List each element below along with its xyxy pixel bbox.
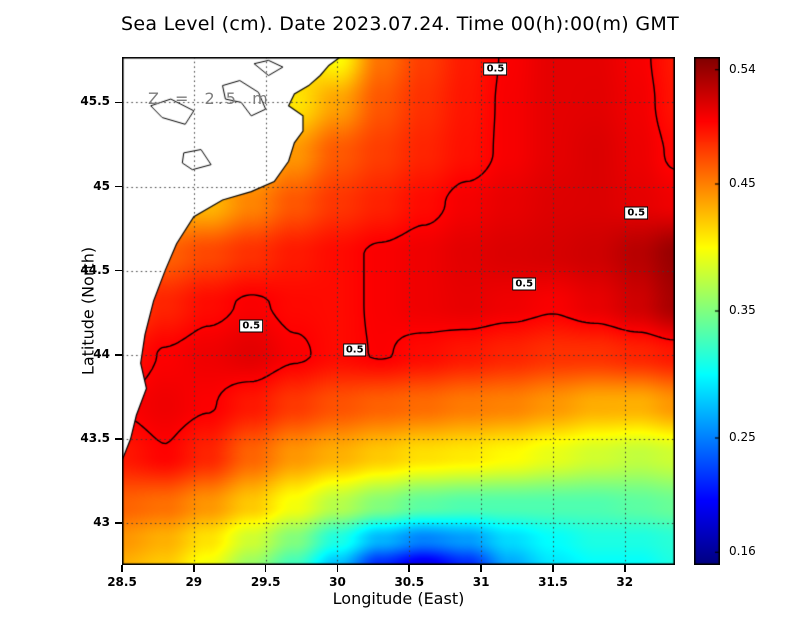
x-tick-label: 32 bbox=[616, 575, 634, 589]
x-tick-label: 31.5 bbox=[538, 575, 568, 589]
y-tick-mark bbox=[115, 522, 122, 524]
colorbar-tick-label: 0.35 bbox=[729, 303, 756, 317]
contour-label: 0.5 bbox=[239, 319, 264, 333]
x-tick-mark bbox=[264, 565, 267, 572]
colorbar-gradient bbox=[694, 57, 720, 565]
x-tick-mark bbox=[193, 565, 195, 572]
contour-label: 0.5 bbox=[512, 277, 537, 291]
x-tick-label: 29.5 bbox=[250, 575, 281, 589]
sea-level-heatmap-canvas bbox=[122, 57, 675, 565]
x-axis-label: Longitude (East) bbox=[332, 589, 465, 608]
map-plot-area: Z = 2.5 m bbox=[122, 57, 675, 565]
y-tick-label: 44 bbox=[93, 346, 110, 361]
plot-title: Sea Level (cm). Date 2023.07.24. Time 00… bbox=[121, 13, 679, 35]
contour-label: 0.5 bbox=[342, 343, 367, 357]
y-tick-mark bbox=[115, 185, 122, 188]
x-tick-mark bbox=[480, 565, 482, 572]
colorbar-tick-label: 0.25 bbox=[729, 430, 756, 444]
contour-label: 0.5 bbox=[483, 62, 508, 76]
x-tick-mark bbox=[336, 565, 339, 572]
x-tick-label: 29 bbox=[185, 575, 203, 589]
y-tick-label: 45 bbox=[93, 178, 110, 193]
x-tick-mark bbox=[552, 565, 554, 572]
depth-annotation: Z = 2.5 m bbox=[148, 89, 271, 108]
y-tick-mark bbox=[115, 438, 122, 440]
x-tick-mark bbox=[408, 565, 411, 572]
y-tick-mark bbox=[115, 269, 122, 272]
y-tick-label: 45.5 bbox=[80, 94, 110, 109]
colorbar-tick-label: 0.54 bbox=[729, 61, 756, 76]
x-tick-mark bbox=[121, 565, 123, 572]
x-tick-label: 30.5 bbox=[394, 575, 425, 589]
colorbar-tick-label: 0.16 bbox=[729, 544, 756, 559]
y-tick-mark bbox=[115, 353, 122, 356]
x-tick-label: 30 bbox=[329, 575, 346, 589]
y-tick-mark bbox=[115, 101, 122, 104]
colorbar-tick-label: 0.45 bbox=[729, 176, 756, 190]
x-tick-label: 31 bbox=[472, 575, 490, 589]
x-tick-label: 28.5 bbox=[107, 575, 137, 589]
y-tick-label: 43.5 bbox=[80, 430, 110, 445]
y-tick-label: 43 bbox=[93, 514, 110, 529]
x-tick-mark bbox=[623, 565, 626, 572]
contour-label: 0.5 bbox=[624, 206, 649, 220]
y-tick-label: 44.5 bbox=[80, 262, 110, 277]
